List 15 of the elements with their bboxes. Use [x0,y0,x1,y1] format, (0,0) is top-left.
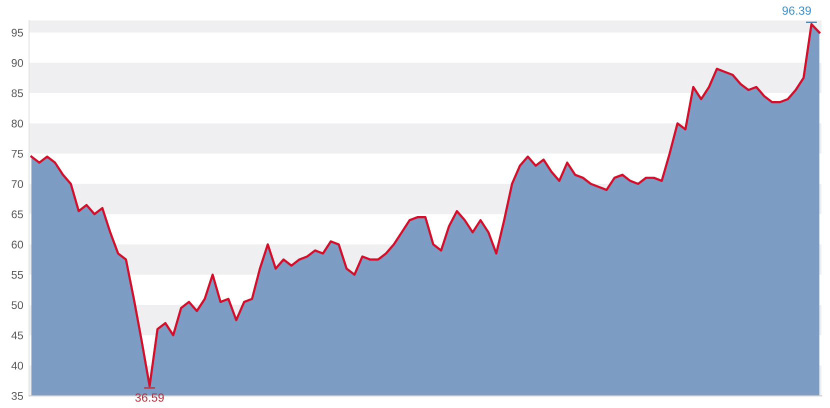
y-tick-label: 35 [12,392,24,400]
y-tick-label: 40 [11,362,24,370]
y-tick-label: 45 [11,332,24,340]
y-tick-label: 70 [12,180,24,188]
y-tick-label: 90 [12,59,24,67]
y-tick-label: 95 [12,28,24,37]
annotation: 96.39 [782,6,811,15]
y-tick-label: 75 [12,150,24,158]
annotation: 36.59 [135,393,164,402]
y-tick-label: 50 [12,301,24,310]
y-tick-label: 65 [12,210,24,218]
y-tick-label: 80 [12,120,24,128]
y-tick-label: 60 [12,240,24,249]
y-tick-label: 85 [12,89,24,98]
y-tick-label: 55 [12,271,24,279]
